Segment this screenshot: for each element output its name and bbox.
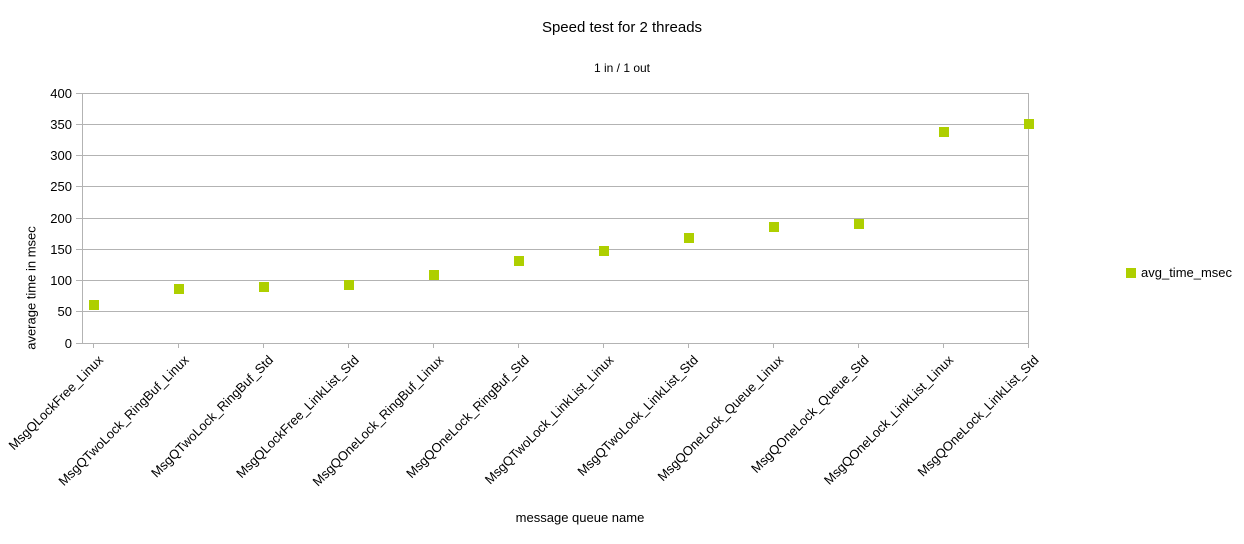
x-tick-mark	[93, 343, 94, 348]
data-point-marker	[343, 279, 354, 290]
x-tick-mark	[518, 343, 519, 348]
x-tick-mark	[1028, 343, 1029, 348]
y-tick-mark	[76, 123, 82, 125]
chart-title: Speed test for 2 threads	[541, 19, 703, 36]
y-tick-mark	[76, 342, 82, 344]
y-tick-label: 100	[50, 273, 72, 288]
gridline	[82, 92, 1028, 94]
x-axis-title: message queue name	[515, 510, 645, 525]
x-tick-mark	[943, 343, 944, 348]
data-point-marker	[173, 283, 184, 294]
x-axis-line	[82, 342, 1028, 344]
x-tick-mark	[858, 343, 859, 348]
y-tick-mark	[76, 311, 82, 313]
y-tick-label: 150	[50, 241, 72, 257]
y-tick-mark	[76, 248, 82, 250]
legend-swatch-icon	[1126, 267, 1136, 278]
data-point-marker	[598, 245, 609, 256]
y-tick-label: 400	[50, 85, 72, 101]
x-tick-mark	[773, 343, 774, 348]
chart-subtitle: 1 in / 1 out	[593, 61, 651, 75]
x-tick-mark	[263, 343, 264, 348]
x-tick-mark	[433, 343, 434, 348]
y-axis-line	[81, 93, 83, 343]
data-point-marker	[683, 233, 694, 243]
data-point-marker	[258, 281, 269, 292]
y-tick-label: 0	[64, 335, 72, 351]
gridline	[82, 217, 1028, 219]
data-point-marker	[513, 256, 524, 267]
gridline	[82, 155, 1028, 156]
gridline	[82, 311, 1028, 313]
y-tick-label: 250	[50, 179, 72, 195]
data-point-marker	[1023, 119, 1034, 130]
gridline	[82, 248, 1028, 250]
data-point-marker	[853, 218, 864, 229]
x-tick-mark	[603, 343, 604, 348]
y-tick-mark	[76, 280, 82, 281]
plot-right-border	[1027, 93, 1029, 343]
gridline	[82, 280, 1028, 281]
data-point-marker	[88, 299, 99, 310]
data-point-marker	[428, 269, 439, 280]
x-tick-mark	[688, 343, 689, 348]
gridline	[82, 186, 1028, 188]
data-point-marker	[768, 221, 779, 232]
data-point-marker	[938, 127, 949, 138]
y-tick-label: 50	[57, 304, 72, 320]
legend-label: avg_time_msec	[1141, 265, 1233, 280]
x-category-label: MsgQLockFree_Linux	[5, 352, 107, 453]
y-tick-mark	[76, 217, 82, 219]
y-tick-mark	[76, 186, 82, 188]
legend: avg_time_msec	[1126, 265, 1232, 280]
gridline	[82, 123, 1028, 125]
y-tick-mark	[76, 155, 82, 156]
x-tick-mark	[178, 343, 179, 348]
x-tick-mark	[348, 343, 349, 348]
y-tick-label: 200	[50, 210, 72, 226]
y-tick-label: 350	[50, 116, 72, 132]
y-tick-mark	[76, 92, 82, 94]
y-tick-label: 300	[50, 148, 72, 163]
